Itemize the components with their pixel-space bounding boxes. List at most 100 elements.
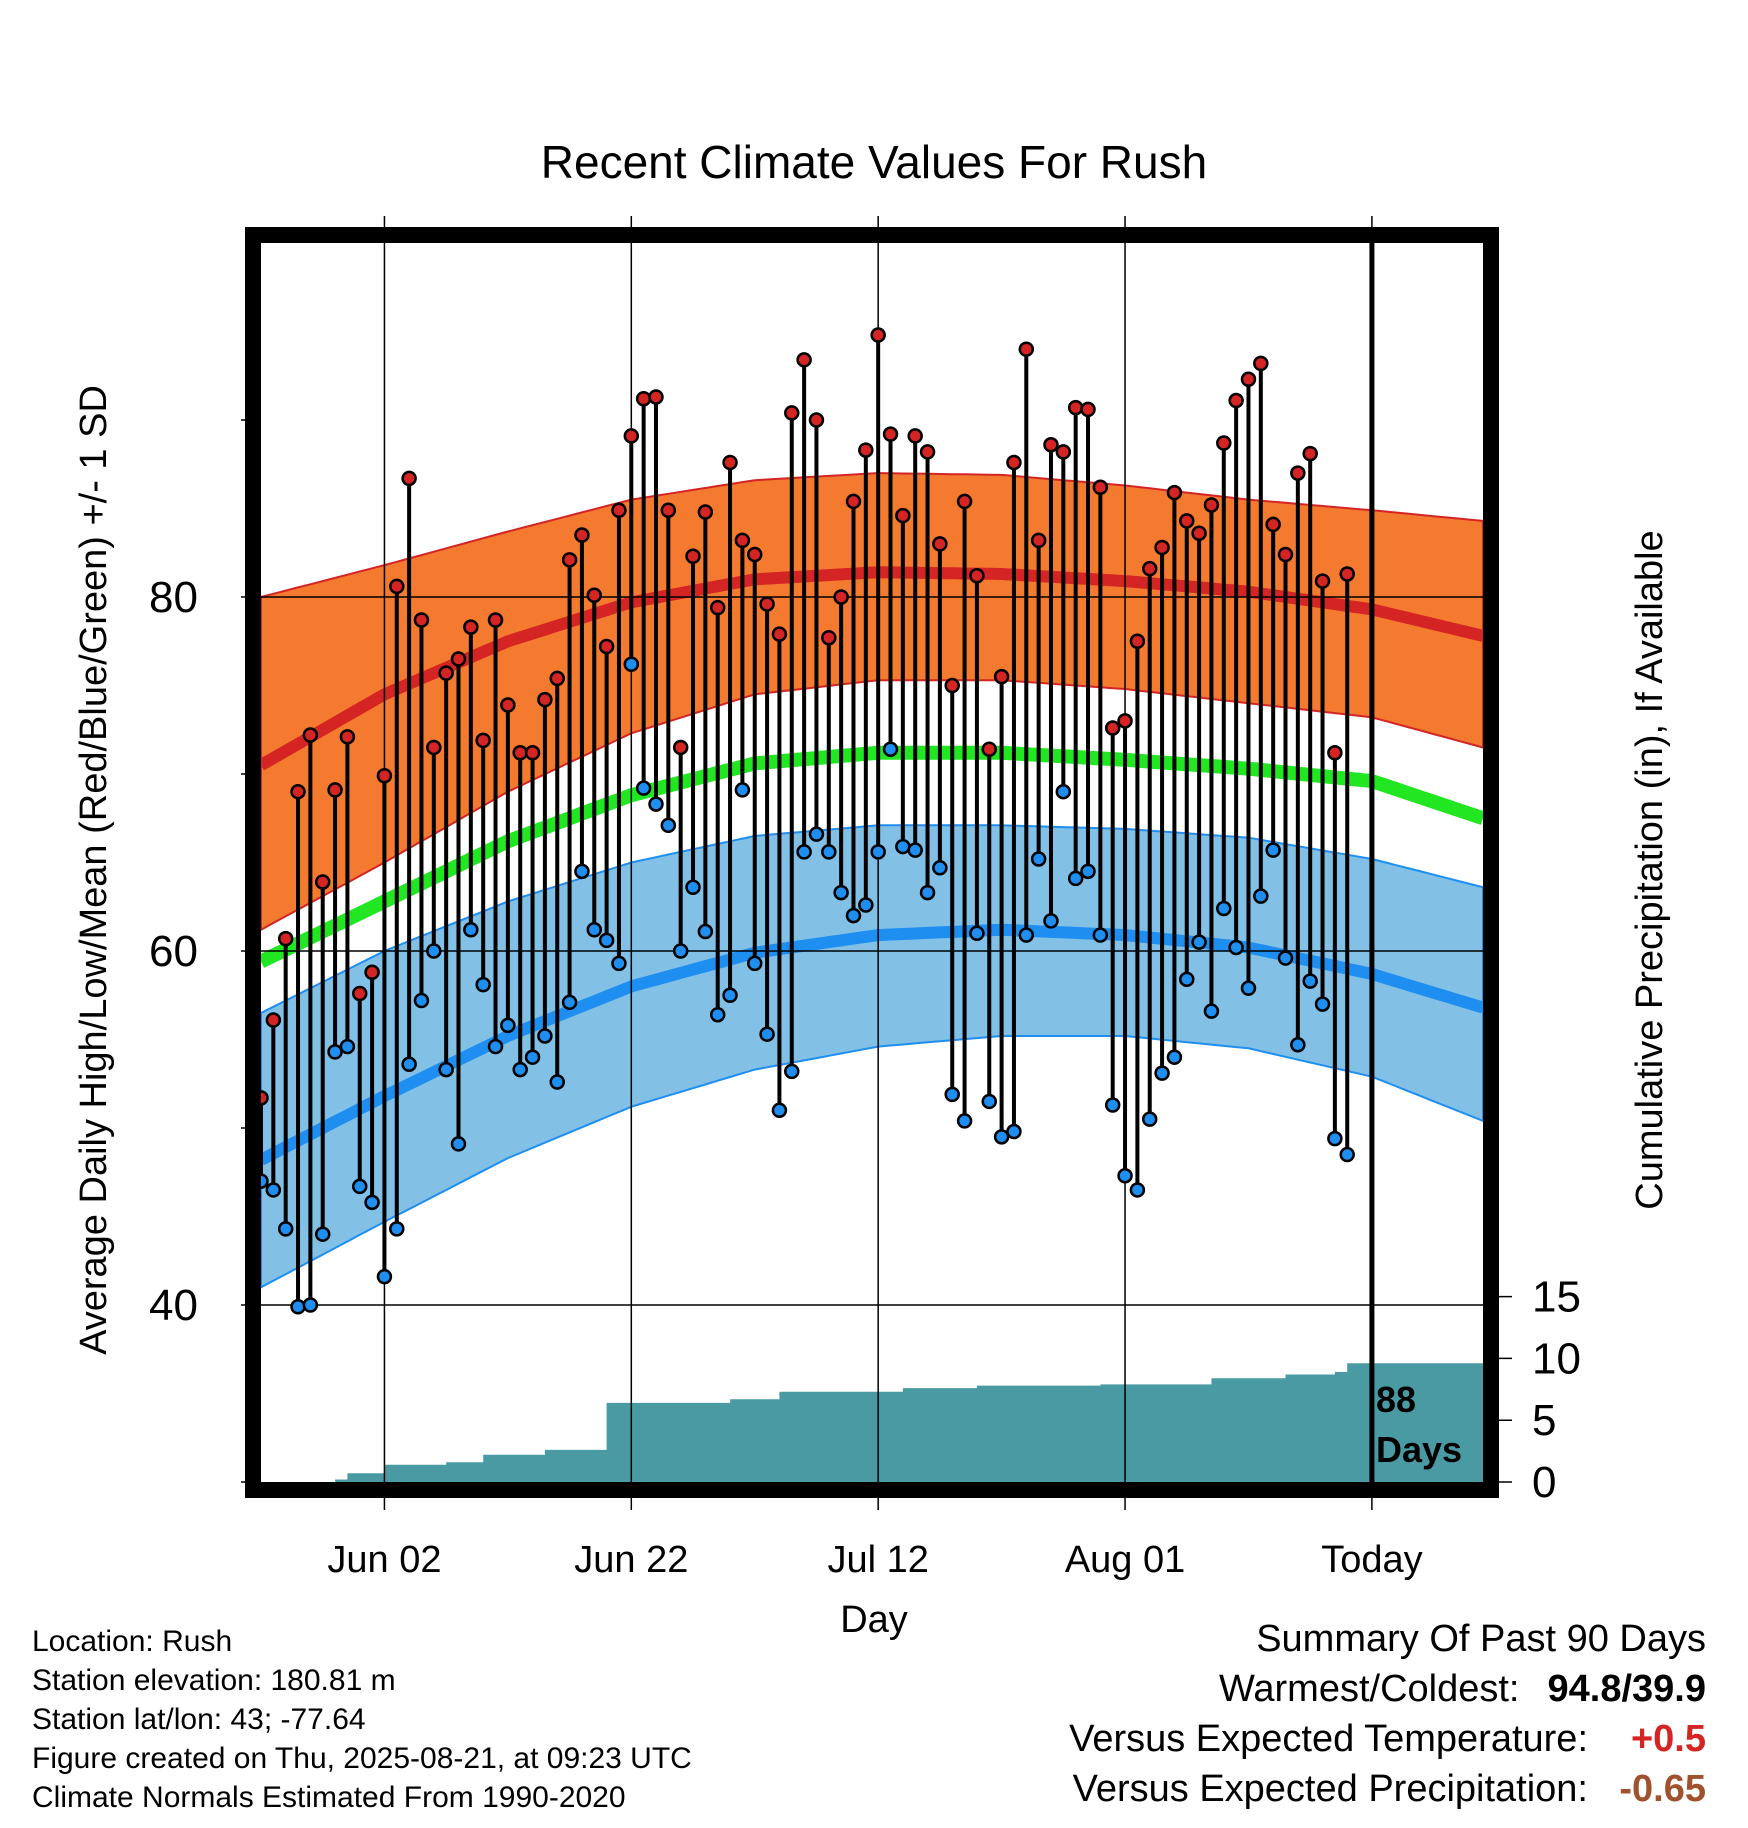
daily-low-point [1129, 1182, 1146, 1198]
daily-low-point [1228, 939, 1244, 956]
daily-high-point [919, 444, 936, 460]
daily-low-point [376, 1268, 393, 1285]
daily-high-point [746, 546, 763, 563]
daily-high-point [537, 691, 553, 708]
daily-high-point [623, 428, 640, 444]
daily-low-point [1265, 842, 1281, 858]
summary-panel: Summary Of Past 90 Days Warmest/Coldest:… [1069, 1614, 1706, 1814]
daily-low-point [833, 884, 849, 901]
daily-low-point [919, 884, 936, 901]
plot-area: Jun 02 Jun 22 Jul 12 Aug 01 Today 40 60 80 0 5 10 1… [149, 216, 1581, 1581]
daily-high-point [1203, 497, 1220, 513]
daily-low-point [611, 955, 627, 972]
daily-low-point [882, 741, 899, 757]
daily-high-point [1228, 392, 1244, 409]
daily-high-point [1080, 401, 1096, 418]
daily-low-point [1314, 996, 1331, 1012]
daily-high-point [611, 502, 627, 519]
warmest-value: 94.8 [1547, 1668, 1622, 1710]
daily-high-point [1179, 513, 1195, 529]
daily-high-point [796, 352, 812, 368]
daily-low-point [524, 1049, 541, 1065]
daily-low-point [746, 955, 763, 972]
daily-high-point [882, 426, 899, 442]
x-tick-label: Aug 01 [1065, 1539, 1185, 1581]
daily-low-point [1327, 1130, 1343, 1147]
daily-low-point [821, 844, 837, 860]
daily-high-point [993, 668, 1010, 685]
daily-high-point [895, 507, 911, 524]
daily-low-point [1203, 1003, 1220, 1019]
daily-high-point [1018, 341, 1035, 357]
daily-low-point [1154, 1065, 1170, 1081]
normal-mean-line [257, 745, 1486, 968]
daily-low-point [1166, 1049, 1183, 1065]
daily-high-point [1006, 454, 1022, 471]
daily-low-point [969, 925, 985, 942]
daily-low-point [1117, 1168, 1133, 1184]
x-tick-label: Jun 02 [327, 1539, 441, 1581]
daily-high-point [956, 493, 973, 510]
daily-high-point [265, 1012, 282, 1028]
y-tick-label-left: 40 [149, 1281, 198, 1330]
daily-low-point [722, 987, 738, 1003]
daily-low-point [1080, 863, 1096, 880]
daily-low-point [450, 1136, 467, 1152]
daily-high-point [364, 964, 380, 980]
daily-low-point [932, 860, 948, 876]
daily-high-point [1092, 479, 1109, 496]
daily-high-point [1216, 435, 1232, 451]
daily-high-point [1240, 371, 1257, 388]
daily-high-point [463, 619, 479, 635]
daily-high-point [475, 732, 491, 749]
daily-low-point [1141, 1111, 1158, 1127]
precip-area [261, 1363, 1483, 1482]
daily-low-point [512, 1061, 528, 1078]
days-count-label: 88 [1376, 1379, 1416, 1420]
daily-low-point [623, 656, 640, 673]
precip-anomaly-value: -0.65 [1619, 1768, 1706, 1810]
daily-high-point [821, 629, 837, 646]
daily-low-point [1104, 1097, 1121, 1113]
daily-low-point [648, 796, 664, 812]
plot-frame [245, 227, 1499, 1498]
daily-low-point [351, 1178, 368, 1195]
y-tick-label-right: 10 [1532, 1334, 1581, 1383]
daily-high-point [932, 536, 948, 552]
daily-low-point [796, 844, 812, 860]
daily-low-point [389, 1221, 405, 1237]
daily-high-point [1327, 745, 1343, 761]
daily-high-point [697, 504, 714, 520]
daily-high-point [845, 493, 862, 510]
daily-low-point [1092, 927, 1109, 943]
precip-anomaly-label: Versus Expected Precipitation: [1072, 1768, 1588, 1810]
y-tick-label-left: 60 [149, 927, 198, 976]
daily-low-point [586, 922, 603, 938]
daily-high-point [944, 677, 960, 694]
daily-low-point [561, 994, 578, 1011]
daily-high-point [524, 745, 541, 761]
summary-title: Summary Of Past 90 Days [1256, 1618, 1706, 1660]
daily-low-point [574, 863, 590, 880]
daily-low-point [314, 1226, 331, 1242]
daily-high-point [969, 568, 985, 584]
daily-high-point [722, 454, 738, 471]
daily-high-point [290, 783, 306, 800]
daily-low-point [1277, 950, 1294, 966]
daily-low-point [401, 1056, 417, 1073]
daily-low-point [487, 1038, 504, 1055]
daily-low-point [660, 817, 677, 834]
daily-low-point [413, 992, 430, 1009]
daily-low-point [784, 1063, 800, 1080]
daily-high-point [438, 665, 454, 681]
daily-low-point [475, 976, 491, 993]
x-tick-label: Jul 12 [827, 1539, 928, 1581]
x-axis-label: Day [840, 1599, 908, 1641]
y-axis-right-label: Cumulative Precipitation (in), If Availa… [1629, 530, 1671, 1209]
summary-temp-row: Versus Expected Temperature: +0.5 [1069, 1714, 1706, 1764]
daily-high-point [327, 782, 343, 798]
daily-low-point [463, 922, 479, 938]
daily-low-point [438, 1061, 454, 1078]
daily-high-point [401, 470, 417, 487]
